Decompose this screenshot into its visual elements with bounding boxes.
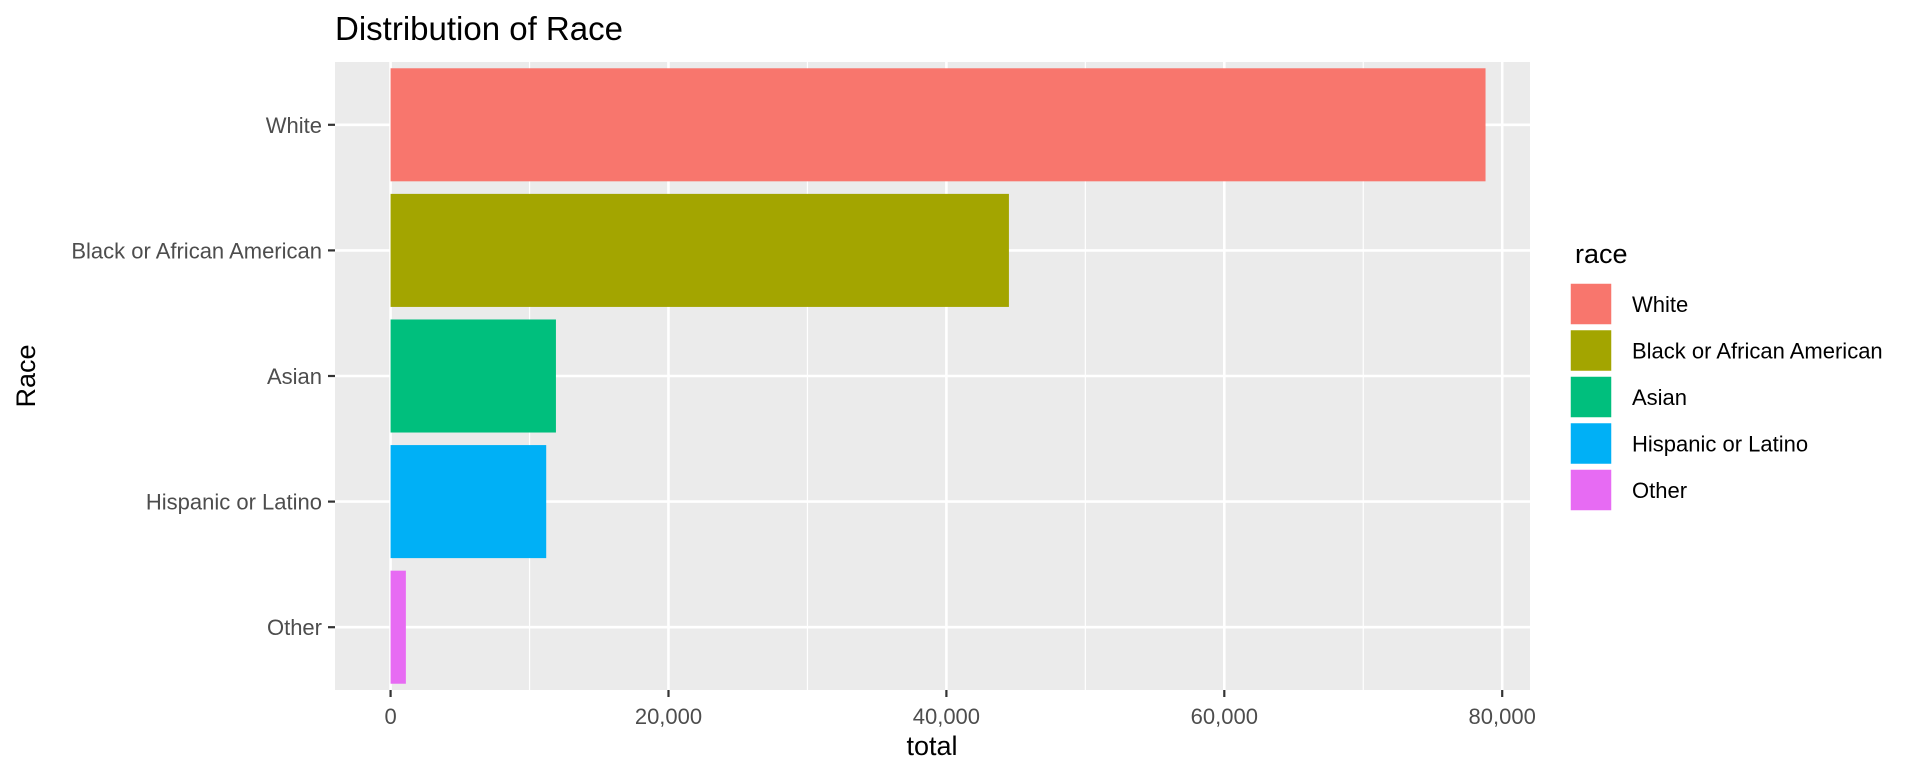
legend-key-white (1569, 282, 1613, 326)
legend-label: White (1632, 292, 1688, 317)
x-tick-label: 80,000 (1469, 704, 1536, 729)
bar-hispanic-or-latino (390, 445, 547, 559)
x-tick-label: 40,000 (913, 704, 980, 729)
bar-white (390, 68, 1486, 182)
legend-label: Hispanic or Latino (1632, 432, 1808, 457)
bar-other (390, 570, 406, 684)
chart-title: Distribution of Race (335, 10, 623, 47)
legend-key-black-or-african-american (1569, 328, 1613, 373)
bar-black-or-african-american (390, 193, 1009, 307)
y-tick-label: Other (267, 615, 322, 640)
legend-label: Asian (1632, 385, 1687, 410)
x-tick-label: 0 (384, 704, 396, 729)
y-tick-label: Black or African American (71, 238, 322, 263)
bar-asian (390, 319, 556, 433)
y-tick-label: Hispanic or Latino (146, 490, 322, 515)
legend-key-asian (1569, 375, 1613, 419)
legend-key-other (1569, 468, 1613, 512)
y-axis-title: Race (11, 344, 41, 407)
legend-title: race (1575, 239, 1628, 269)
y-tick-label: White (266, 113, 322, 138)
legend-label: Other (1632, 478, 1687, 503)
y-tick-label: Asian (267, 364, 322, 389)
legend: race White Black or African American Asian… (1569, 239, 1883, 512)
legend-key-hispanic-or-latino (1569, 421, 1613, 466)
bars (390, 68, 1486, 684)
x-axis-title: total (906, 731, 957, 761)
x-tick-label: 60,000 (1191, 704, 1258, 729)
x-axis: 0 20,000 40,000 60,000 80,000 (384, 690, 1536, 729)
x-tick-label: 20,000 (635, 704, 702, 729)
legend-label: Black or African American (1632, 339, 1883, 364)
y-axis: White Black or African American Asian Hispa… (71, 113, 335, 640)
